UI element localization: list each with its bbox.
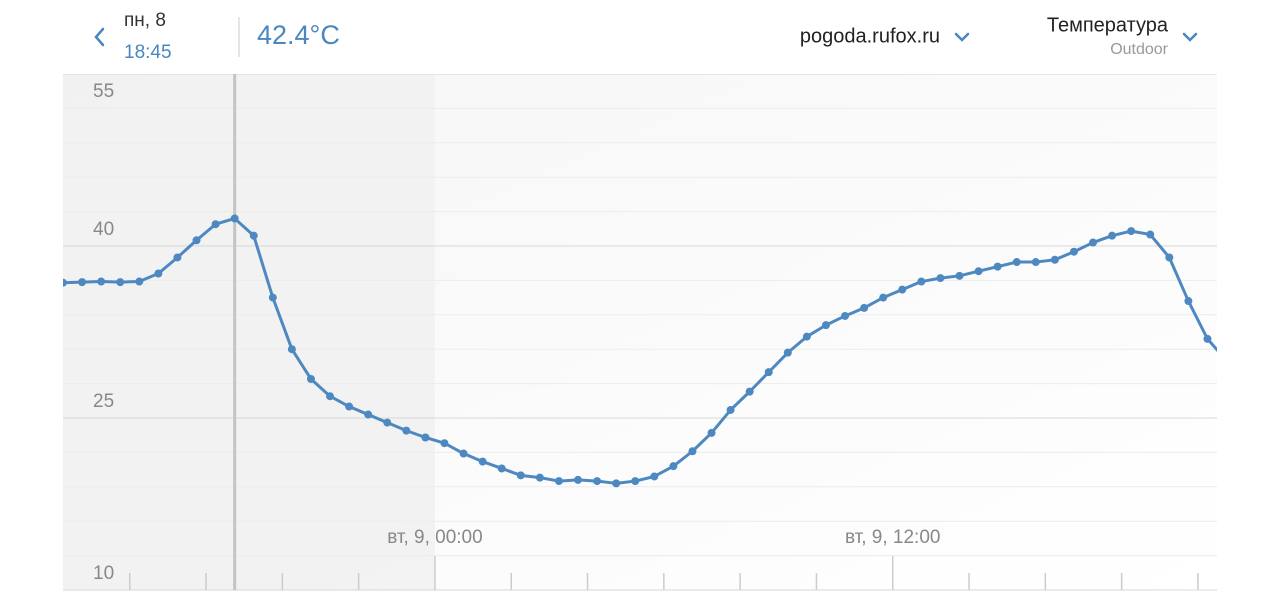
data-point [516,471,525,480]
data-point [268,293,277,302]
data-point [97,277,106,286]
y-tick-label: 10 [93,563,114,584]
data-point [211,220,220,229]
data-point [364,410,373,419]
data-point [230,214,239,223]
location: Outdoor [1110,41,1168,58]
data-point [1184,297,1193,306]
data-point [669,462,678,471]
data-point [1165,253,1174,262]
chevron [954,32,970,42]
data-point [898,285,907,294]
data-point [821,321,830,330]
data-point [249,231,258,240]
data-point [841,311,850,320]
data-point [783,348,792,357]
data-point [955,271,964,280]
reading: 42.4°C [257,20,340,50]
data-point [1127,227,1136,236]
data-point [1089,238,1098,247]
data-point [726,405,735,414]
data-point [287,345,296,354]
data-point [1223,357,1231,365]
data-point [478,457,487,466]
data-point [1146,230,1155,239]
sensor-dropdown[interactable]: Температура Outdoor [1047,14,1198,58]
data-point [612,479,621,488]
source: pogoda.rufox.ru [800,25,940,47]
data-point [1069,247,1078,256]
back-button[interactable] [94,27,105,47]
y-tick-label: 55 [93,81,114,102]
time: 18:45 [124,42,172,63]
data-point [554,477,563,486]
source-dropdown[interactable]: pogoda.rufox.ru [800,25,970,47]
data-point [135,277,144,286]
data-point [650,472,659,481]
data-point [345,402,354,411]
data-point [764,368,773,377]
data-point [1108,231,1117,240]
data-point [745,387,754,396]
data-point [1203,334,1212,343]
y-tick-label: 40 [93,219,114,240]
data-point [1050,255,1059,264]
plot [63,74,1231,591]
chevron [1182,32,1198,42]
data-point [1012,258,1021,267]
data-point [802,332,811,341]
data-point [154,269,163,278]
data-point [116,278,125,287]
data-point [63,278,67,287]
data-point [440,439,449,448]
data-point [402,426,411,435]
data-point [707,428,716,437]
data-point [860,303,869,312]
data-point [192,236,201,245]
data-point [917,277,926,286]
data-point [326,392,335,401]
data-point [993,262,1002,271]
sensor: Температура [1047,14,1169,36]
data-point [1031,258,1040,267]
data-point [936,274,945,283]
data-point [593,477,602,486]
data-point [497,464,506,473]
data-point [306,375,315,384]
x-tick-label: вт, 9, 00:00 [387,527,483,548]
data-point [535,473,544,482]
back-chevron [94,27,105,47]
data-point [574,475,583,484]
data-point [459,449,468,458]
data-point [421,433,430,442]
data-point [383,418,392,427]
data-point [631,477,640,486]
data-point [974,267,983,276]
x-tick-label: вт, 9, 12:00 [845,527,941,548]
past-shade [63,74,435,590]
data-point [78,278,87,287]
y-tick-label: 25 [93,391,114,412]
data-point [688,447,697,456]
date: пн, 8 [124,10,166,31]
data-point [879,293,888,302]
data-point [173,253,182,262]
